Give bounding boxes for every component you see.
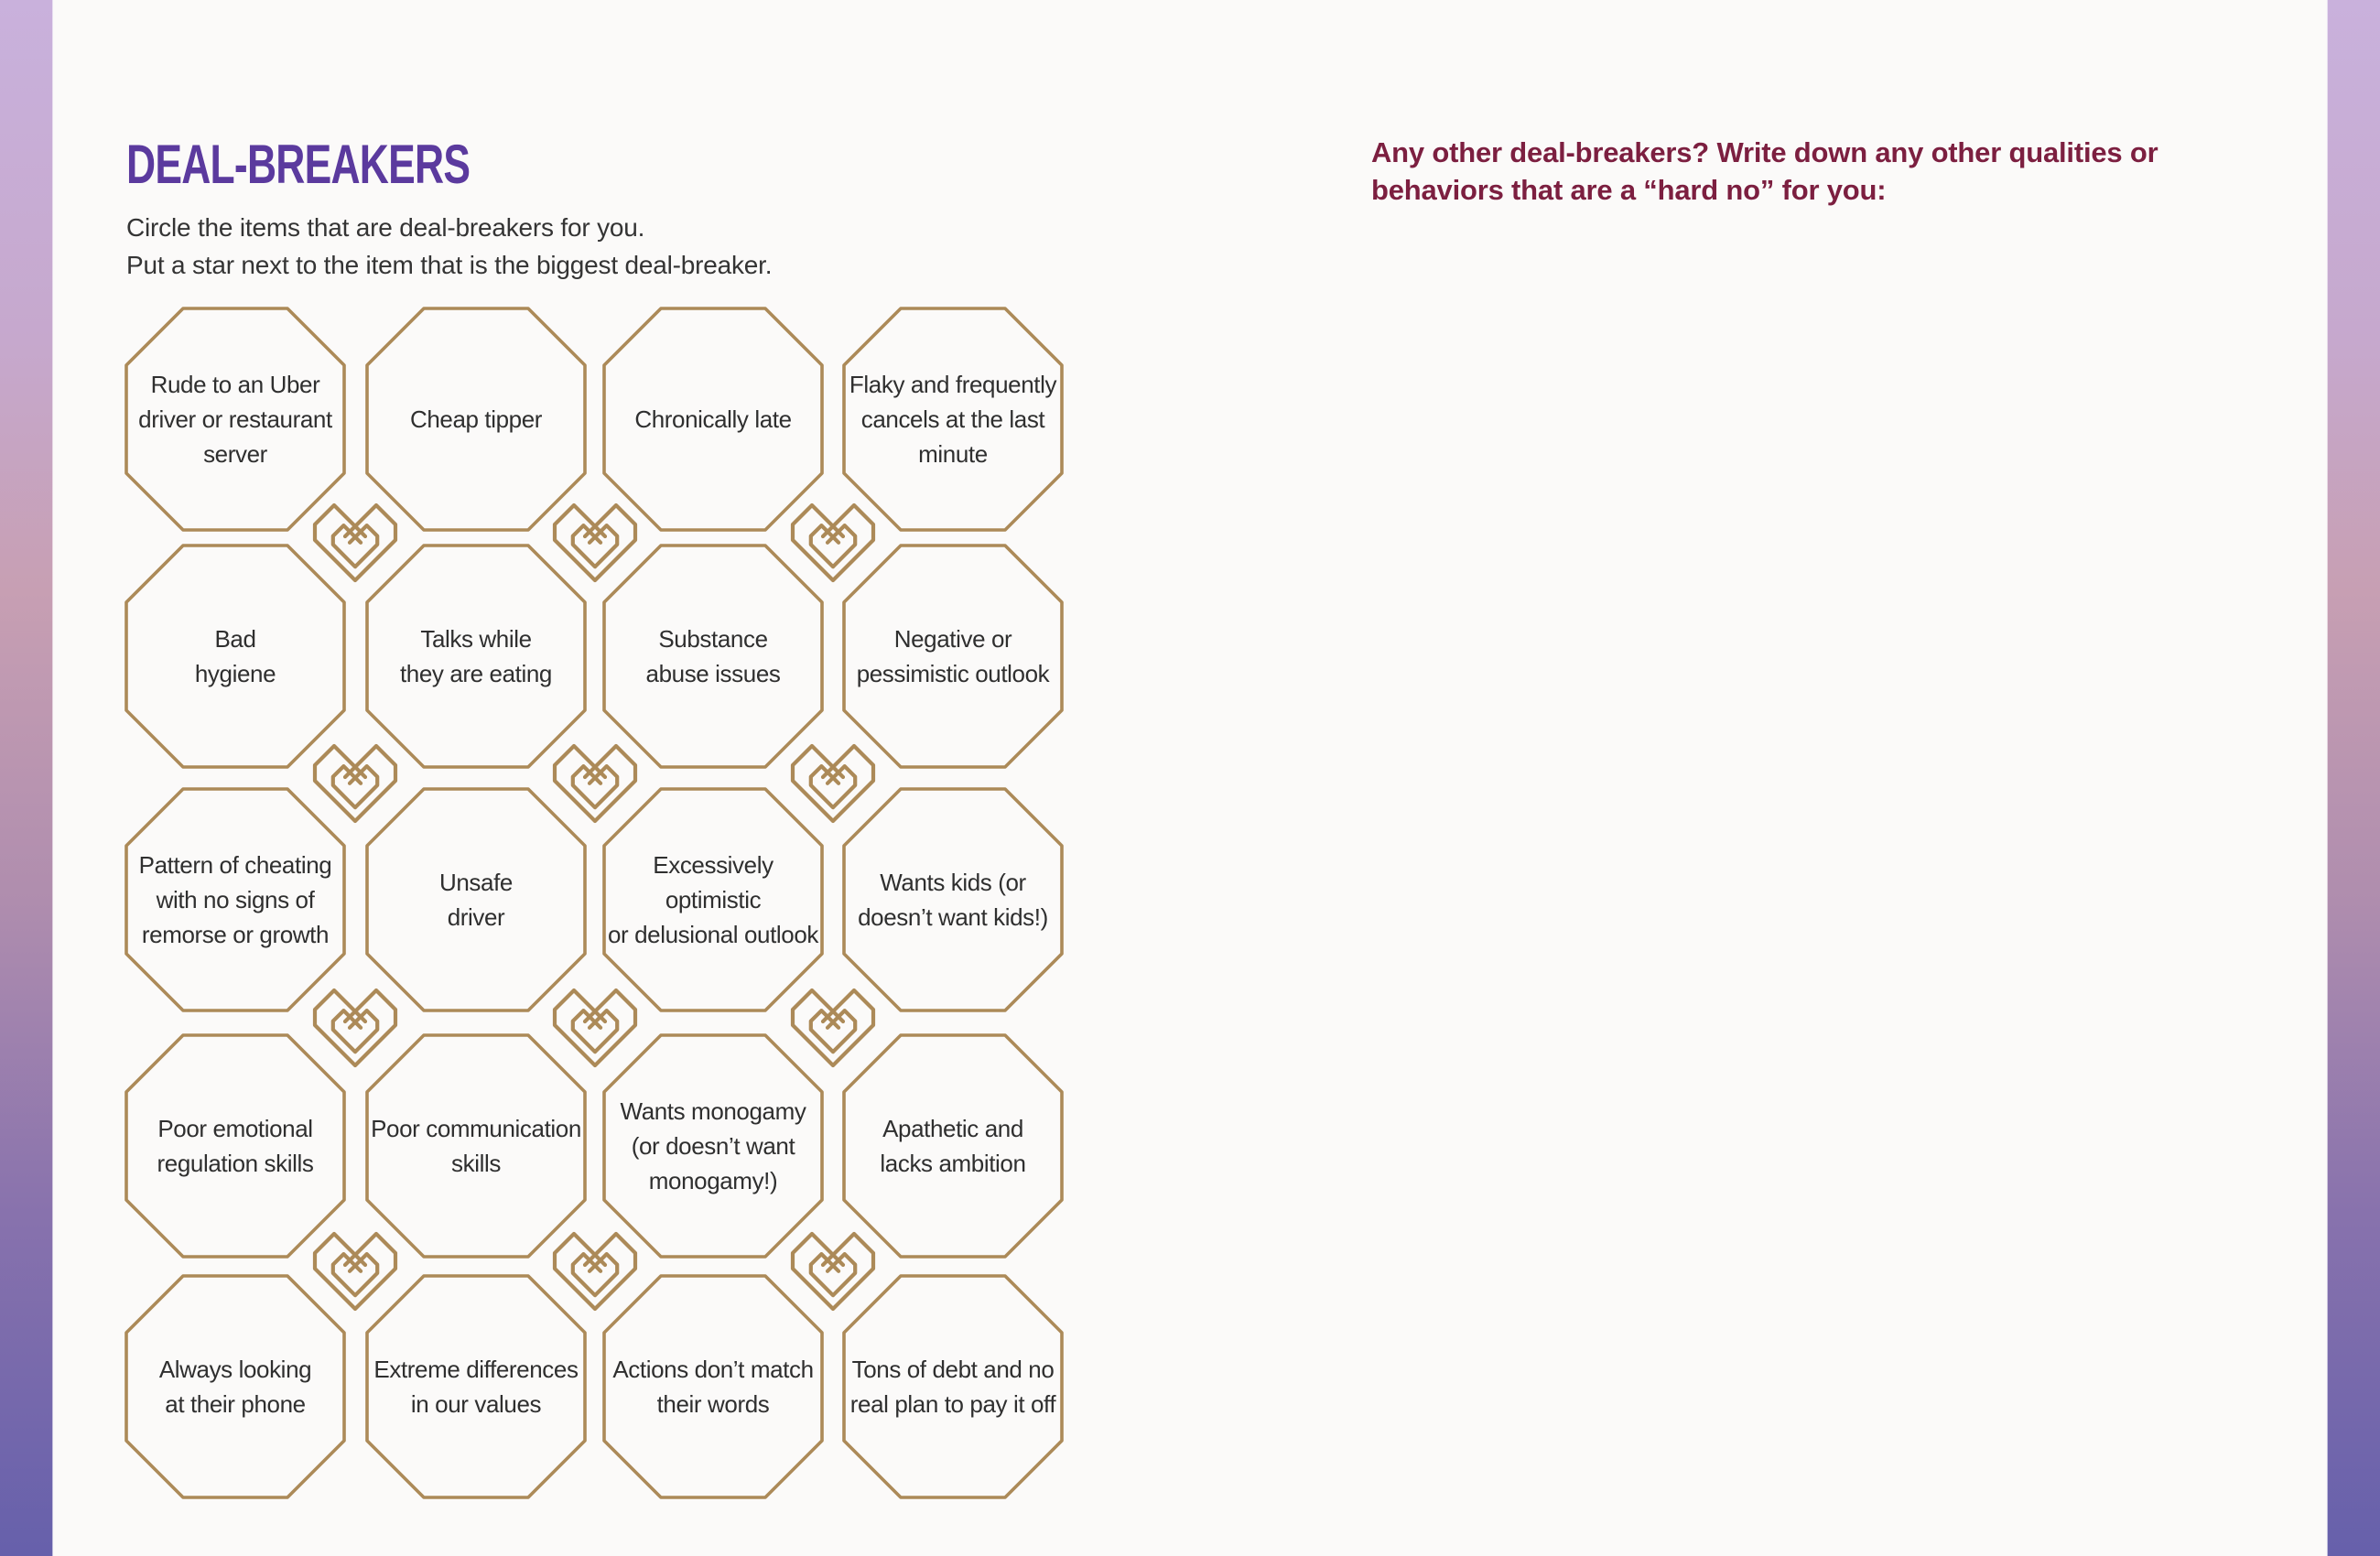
octagon-item: Wants monogamy (or doesn’t want monogamy… <box>602 1033 824 1259</box>
octagon-item: Cheap tipper <box>365 307 587 532</box>
page: DEAL-BREAKERS Circle the items that are … <box>53 0 2327 1556</box>
heart-icon <box>785 730 881 826</box>
octagon-item: Chronically late <box>602 307 824 532</box>
octagon-item-label: Cheap tipper <box>409 405 543 433</box>
instructions: Circle the items that are deal-breakers … <box>126 209 773 284</box>
octagon-item-label: Talks while they are eating <box>399 625 552 687</box>
heart-icon <box>308 490 403 585</box>
page-title: DEAL-BREAKERS <box>126 134 471 195</box>
heart-icon <box>785 1218 881 1313</box>
octagon-item-label: Wants monogamy (or doesn’t want monogamy… <box>620 1097 806 1194</box>
octagon-item-label: Chronically late <box>634 405 792 433</box>
octagon-item: Rude to an Uber driver or restaurant ser… <box>124 307 346 532</box>
octagon-item: Substance abuse issues <box>602 544 824 769</box>
octagon-grid: Rude to an Uber driver or restaurant ser… <box>53 0 2327 1556</box>
octagon-item-label: Actions don’t match their words <box>612 1356 814 1418</box>
octagon-item: Poor emotional regulation skills <box>124 1033 346 1259</box>
heart-icon <box>547 490 643 585</box>
octagon-item-label: Rude to an Uber driver or restaurant ser… <box>138 371 332 468</box>
heart-icon <box>547 1218 643 1313</box>
heart-icon <box>308 730 403 826</box>
octagon-item: Flaky and frequently cancels at the last… <box>842 307 1064 532</box>
prompt-heading: Any other deal-breakers? Write down any … <box>1371 134 2323 209</box>
octagon-item: Always looking at their phone <box>124 1274 346 1499</box>
octagon-item: Pattern of cheating with no signs of rem… <box>124 787 346 1012</box>
instructions-line-1: Circle the items that are deal-breakers … <box>126 213 645 242</box>
octagon-item-label: Poor emotional regulation skills <box>157 1115 314 1177</box>
prompt-line-2: behaviors that are a “hard no” for you: <box>1371 174 1887 206</box>
octagon-item: Tons of debt and no real plan to pay it … <box>842 1274 1064 1499</box>
octagon-item-label: Negative or pessimistic outlook <box>856 625 1050 687</box>
octagon-item: Talks while they are eating <box>365 544 587 769</box>
octagon-item: Poor communication skills <box>365 1033 587 1259</box>
heart-icon <box>785 490 881 585</box>
octagon-item-label: Flaky and frequently cancels at the last… <box>849 371 1057 468</box>
heart-icon <box>547 975 643 1070</box>
octagon-item-label: Tons of debt and no real plan to pay it … <box>849 1356 1056 1418</box>
octagon-item-label: Pattern of cheating with no signs of rem… <box>138 851 332 948</box>
octagon-item: Wants kids (or doesn’t want kids!) <box>842 787 1064 1012</box>
octagon-item-label: Poor communication skills <box>371 1115 581 1177</box>
right-gradient-border <box>2327 0 2380 1556</box>
left-gradient-border <box>0 0 53 1556</box>
octagon-item-label: Always looking at their phone <box>158 1356 312 1418</box>
octagon-item: Excessively optimistic or delusional out… <box>602 787 824 1012</box>
octagon-item-label: Substance abuse issues <box>645 625 781 687</box>
octagon-item: Negative or pessimistic outlook <box>842 544 1064 769</box>
instructions-line-2: Put a star next to the item that is the … <box>126 251 773 279</box>
octagon-item: Actions don’t match their words <box>602 1274 824 1499</box>
octagon-item: Bad hygiene <box>124 544 346 769</box>
heart-icon <box>785 975 881 1070</box>
heart-icon <box>308 975 403 1070</box>
prompt-line-1: Any other deal-breakers? Write down any … <box>1371 136 2158 168</box>
octagon-item-label: Wants kids (or doesn’t want kids!) <box>858 869 1048 931</box>
octagon-item: Extreme differences in our values <box>365 1274 587 1499</box>
heart-icon <box>547 730 643 826</box>
octagon-item-label: Extreme differences in our values <box>373 1356 579 1418</box>
octagon-item-label: Unsafe driver <box>439 869 513 931</box>
octagon-item-label: Apathetic and lacks ambition <box>880 1115 1026 1177</box>
heart-icon <box>308 1218 403 1313</box>
octagon-item-label: Bad hygiene <box>194 625 276 687</box>
octagon-item: Apathetic and lacks ambition <box>842 1033 1064 1259</box>
octagon-item-label: Excessively optimistic or delusional out… <box>607 851 819 948</box>
octagon-item: Unsafe driver <box>365 787 587 1012</box>
